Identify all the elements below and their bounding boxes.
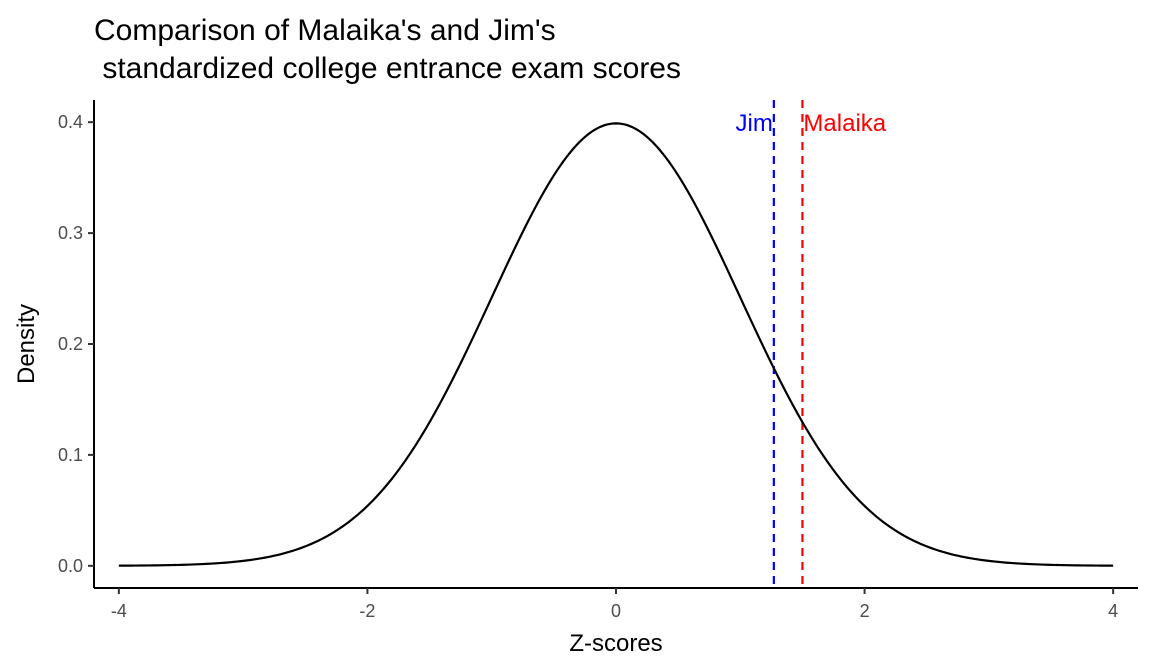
density-curve [118,122,1114,567]
x-tick-label: 0 [611,601,621,621]
y-axis-title: Density [13,304,40,384]
y-tick-label: 0.2 [58,334,83,354]
malaika-score-label: Malaika [803,110,886,137]
reference-lines [772,100,804,588]
x-tick-label: -2 [359,601,375,621]
x-tick-label: 2 [860,601,870,621]
y-tick-label: 0.4 [58,112,83,132]
x-tick-label: -4 [111,601,127,621]
x-tick-label: 4 [1108,601,1118,621]
chart-title-line-1: Comparison of Malaika's and Jim's [94,14,556,47]
chart-title-line-2: standardized college entrance exam score… [94,52,681,85]
x-axis-title: Z-scores [569,630,662,657]
y-axis-ticks: 0.0 0.1 0.2 0.3 0.4 [58,112,94,576]
plot-area: Jim Malaika [118,100,1114,588]
y-tick-label: 0.1 [58,445,83,465]
x-axis-ticks: -4 -2 0 2 4 [111,588,1118,621]
y-tick-label: 0.0 [58,556,83,576]
y-tick-label: 0.3 [58,223,83,243]
reference-labels: Jim Malaika [736,110,887,137]
jim-score-label: Jim [736,110,773,137]
